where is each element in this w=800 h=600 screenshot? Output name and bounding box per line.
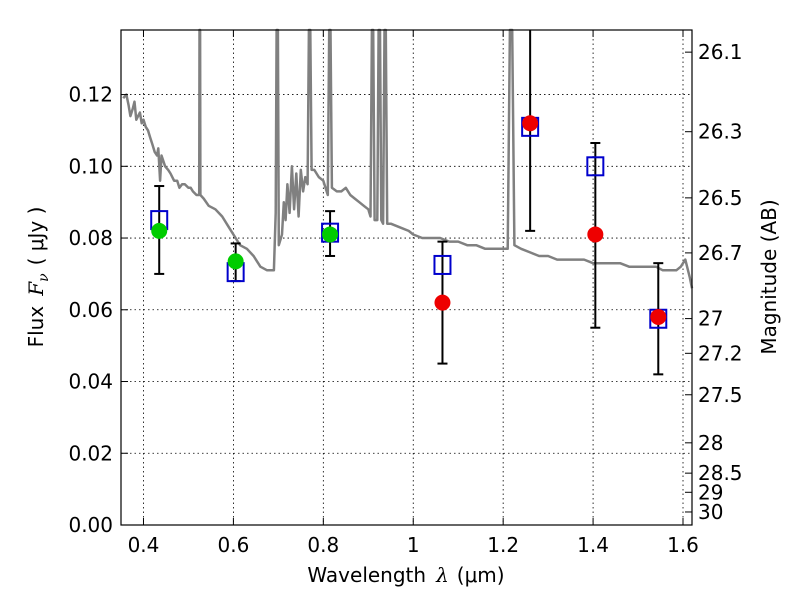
y2-tick-label: 28 [698, 431, 723, 455]
y-tick-label: 0.10 [68, 154, 113, 178]
model-photometry-square [586, 156, 605, 177]
y2-tick-label: 29 [698, 480, 723, 504]
x-tick-label: 1.4 [577, 533, 609, 557]
y-axis: 0.00 0.02 0.04 0.06 0.08 0.10 0.12 [68, 83, 128, 537]
x-tick-label: 0.6 [217, 533, 249, 557]
y-tick-label: 0.00 [68, 513, 113, 537]
y2-tick-label: 26.5 [698, 186, 743, 210]
observed-point-green [227, 253, 244, 270]
y2-tick-label: 27 [698, 307, 723, 331]
y2-tick-label: 26.7 [698, 241, 743, 265]
x-tick-label: 1.2 [487, 533, 519, 557]
observed-points [151, 115, 667, 325]
grid [121, 30, 692, 526]
y-axis-title: FluxFν( μJy ) [24, 207, 52, 348]
x-tick-label: 0.4 [128, 533, 160, 557]
observed-point-green [322, 226, 339, 243]
x-axis: 0.4 0.6 0.8 1 1.2 1.4 1.6 [128, 30, 699, 557]
y-tick-label: 0.08 [68, 226, 113, 250]
observed-point-red [522, 115, 539, 132]
y-tick-label: 0.12 [68, 83, 113, 107]
model-spectrum [122, 28, 694, 289]
x-tick-label: 1 [407, 533, 420, 557]
x-tick-label: 1.6 [667, 533, 699, 557]
y2-tick-label: 27.2 [698, 341, 743, 365]
y2-tick-label: 30 [698, 500, 723, 524]
y2-tick-label: 26.1 [698, 40, 743, 64]
error-bars [154, 30, 664, 376]
y-tick-label: 0.02 [68, 441, 113, 465]
x-tick-label: 0.8 [307, 533, 339, 557]
observed-point-red [650, 308, 667, 325]
y2-axis-title: Magnitude (AB) [757, 199, 781, 354]
model-photometry-points [150, 116, 668, 329]
y2-tick-label: 26.3 [698, 120, 743, 144]
y2-tick-label: 27.5 [698, 383, 743, 407]
observed-point-red [434, 294, 451, 311]
plot-frame [120, 29, 693, 526]
observed-point-green [151, 222, 168, 239]
model-photometry-square [433, 254, 452, 275]
y-tick-label: 0.06 [68, 298, 113, 322]
y-tick-label: 0.04 [68, 370, 113, 394]
y2-tick-label: 28.5 [698, 461, 743, 485]
observed-point-red [587, 226, 604, 243]
x-axis-title: Wavelength λ (μm) [307, 563, 504, 587]
model-spectrum-line [122, 28, 694, 289]
